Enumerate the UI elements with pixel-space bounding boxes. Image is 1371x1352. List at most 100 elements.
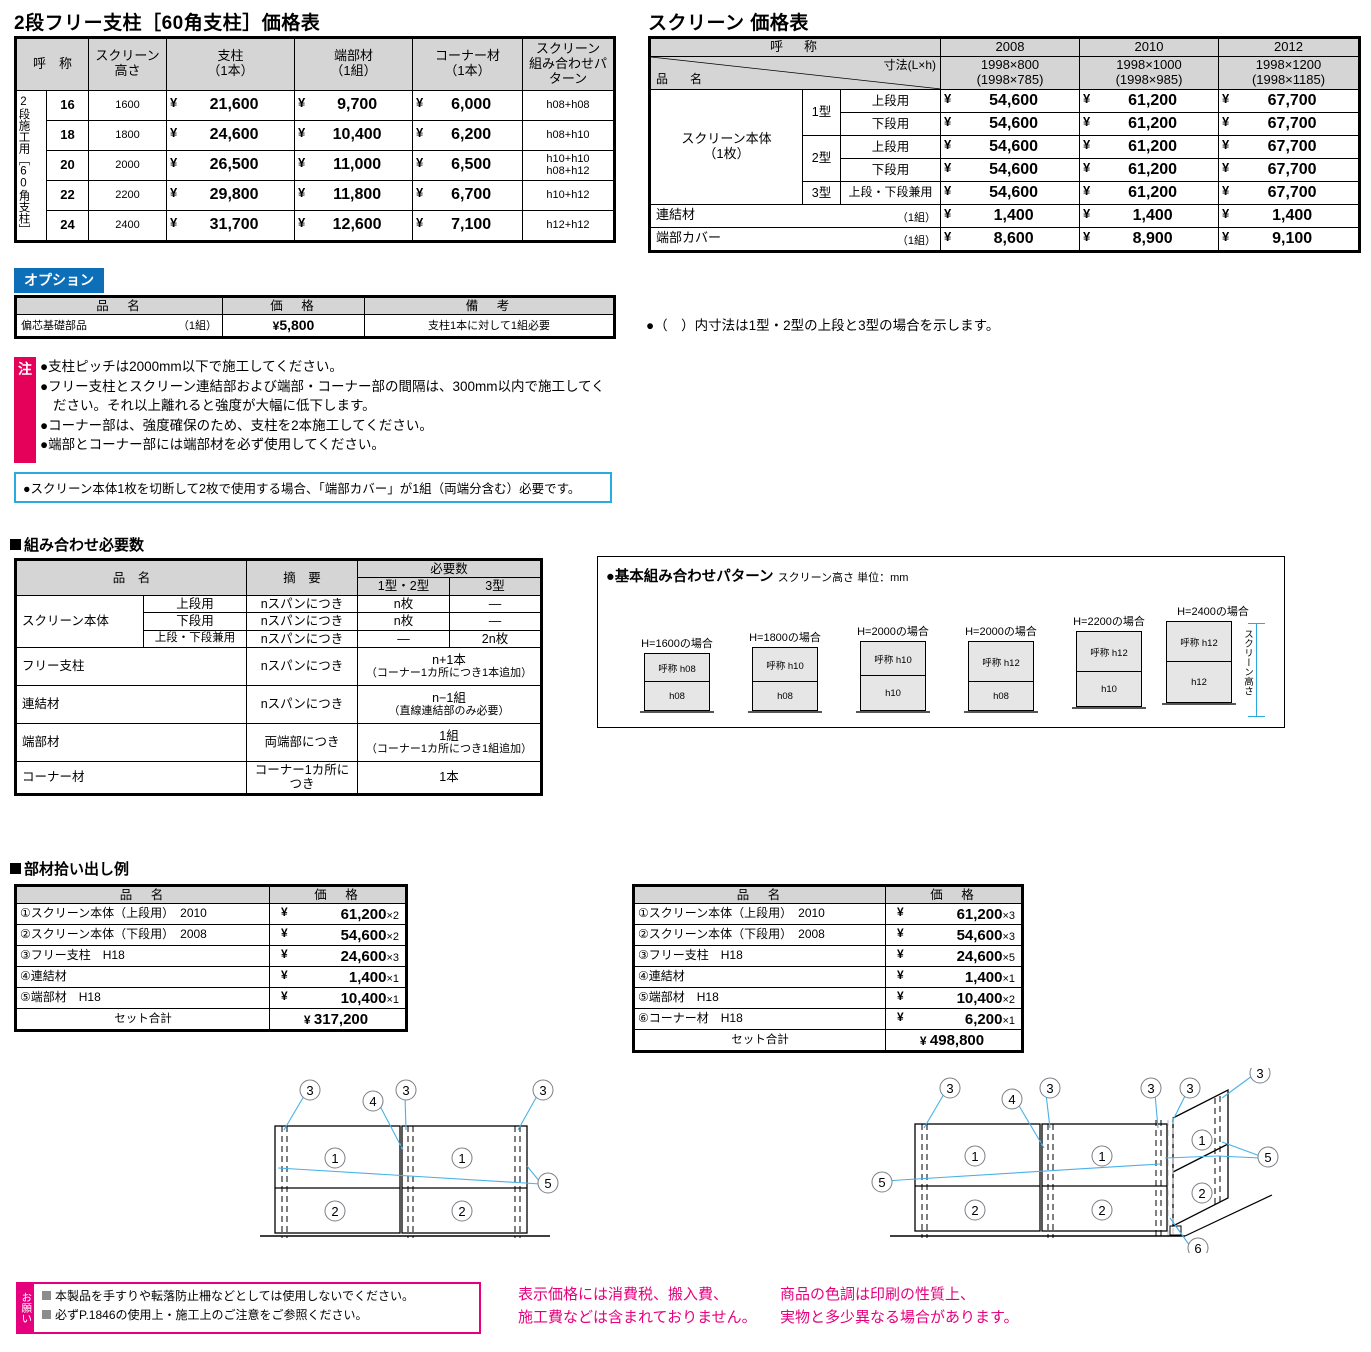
cell-price-2012: ¥1,400 (1218, 203, 1359, 228)
th-screen-height: スクリーン 高さ (88, 38, 167, 91)
cell-end-price: ¥9,700 (294, 89, 413, 121)
cell-sub: 上段用 (143, 594, 247, 614)
th-dimension-label: 寸法(L×h) (883, 57, 936, 72)
cell-height: 1800 (88, 119, 167, 151)
cell-part-price: ¥10,400×2 (885, 987, 1022, 1010)
pattern-base (1162, 703, 1236, 705)
th-parts-name: 品 名 (16, 885, 270, 905)
cell-part-name: ③フリー支柱 H18 (16, 945, 270, 968)
cell-price-2012: ¥67,700 (1218, 111, 1359, 136)
option-badge: オプション (14, 268, 104, 293)
note-label: 注 (14, 357, 36, 463)
dim-label: スクリーン高さ (1242, 629, 1253, 696)
pattern-caption: H=2400の場合 (1177, 606, 1249, 618)
pattern-base (1072, 707, 1146, 709)
th-combo-qty: 必要数 (357, 559, 541, 579)
cell-qty-3: — (449, 594, 541, 614)
cell-post-price: ¥31,700 (166, 209, 295, 241)
svg-text:3: 3 (539, 1083, 546, 1098)
table-header-row-2: 寸法(L×h) 品 名 1998×800 (1998×785) 1998×100… (650, 55, 1359, 90)
cell-height: 2400 (88, 209, 167, 241)
pattern-item-2: H=1800の場合 呼称 h10 h08 (726, 629, 844, 713)
pattern-top-label: 呼称 h10 (753, 648, 817, 682)
pattern-caption: H=1800の場合 (749, 632, 821, 644)
th-combo-qty-type12: 1型・2型 (357, 577, 450, 596)
cell-option-price: ¥5,800 (222, 314, 365, 338)
svg-text:5: 5 (1264, 1150, 1271, 1165)
bullet-square-icon (10, 539, 21, 550)
cell-summary: nスパンにつき (246, 612, 358, 631)
onegai-label: お願い (18, 1284, 34, 1332)
table-row: ⑤端部材 H18 ¥10,400×1 (16, 987, 406, 1010)
cell-summary: 両端部につき (246, 722, 358, 762)
table1-title: 2段フリー支柱［60角支柱］価格表 (14, 13, 321, 34)
cell-part-price: ¥1,400×1 (269, 966, 406, 989)
svg-text:2: 2 (458, 1204, 465, 1219)
cell-price-2012: ¥67,700 (1218, 157, 1359, 182)
cell-qty-both: 1本 (357, 760, 541, 794)
tax-note: 表示価格には消費税、搬入費、 施工費などは含まれておりません。 (518, 1286, 757, 1326)
pattern-bottom-label: h08 (777, 690, 793, 702)
cell-part-name: ④連結材 (634, 966, 886, 989)
cell-height: 1600 (88, 89, 167, 121)
cell-corner-price: ¥6,200 (412, 119, 523, 151)
cell-price-2010: ¥61,200 (1079, 88, 1219, 113)
cell-qty-both: n−1組 （直線連結部のみ必要） (357, 684, 541, 724)
cell-end-price: ¥11,000 (294, 149, 413, 181)
th-parts-price: 価 格 (885, 885, 1022, 905)
svg-text:3: 3 (1046, 1081, 1053, 1096)
svg-text:2: 2 (331, 1204, 338, 1219)
cell-sub: 下段用 (143, 612, 247, 631)
notes-block: 注 ●支柱ピッチは2000mm以下で施工してください。 ●フリー支柱とスクリーン… (14, 357, 614, 463)
table-header-row: 呼 称 2008 2010 2012 (650, 38, 1359, 57)
cell-price-2008: ¥1,400 (940, 203, 1080, 228)
table-row: フリー支柱 nスパンにつき n+1本 （コーナー1カ所につき1本追加） (16, 646, 541, 686)
th-dim-2010: 1998×1000 (1998×985) (1079, 55, 1219, 90)
note-item: ●フリー支柱とスクリーン連結部および端部・コーナー部の間隔は、300mm以内で施… (40, 378, 605, 414)
table-row-total: セット合計 ¥ 498,800 (634, 1029, 1022, 1052)
table-row: 上段・下段兼用 nスパンにつき — 2n枚 (17, 629, 541, 648)
pattern-base (856, 711, 930, 713)
cell-post-price: ¥26,500 (166, 149, 295, 181)
svg-text:4: 4 (1008, 1092, 1015, 1107)
cell-name: 16 (46, 89, 89, 121)
th-parts-name: 品 名 (634, 885, 886, 905)
table-header-row: 品 名 価 格 (634, 885, 1022, 905)
cell-total-label: セット合計 (634, 1029, 886, 1052)
cell-price-2012: ¥9,100 (1218, 226, 1359, 251)
combo-table-wrapper: 品 名 摘 要 必要数 1型・2型 3型 スクリーン本体 上段用 nスパンにつき… (14, 558, 543, 796)
table-row: 連結材 （1組） ¥1,400 ¥1,400 ¥1,400 (650, 203, 1359, 228)
cell-price-2012: ¥67,700 (1218, 180, 1359, 205)
bullet-square-icon (10, 863, 21, 874)
table-row: 偏芯基礎部品 （1組） ¥5,800 支柱1本に対して1組必要 (16, 314, 614, 338)
note-item: ●端部とコーナー部には端部材を必ず使用してください。 (40, 437, 385, 453)
svg-text:3: 3 (1256, 1068, 1263, 1081)
color-note: 商品の色調は印刷の性質上、 実物と多少異なる場合があります。 (780, 1286, 1019, 1326)
th-option-note: 備 考 (364, 296, 614, 316)
th-parts-price: 価 格 (269, 885, 406, 905)
drawing-left-svg: 3 3 3 4 1 1 2 2 5 (260, 1079, 559, 1238)
th-pattern: スクリーン 組み合わせパターン (522, 38, 614, 91)
th-option-name: 品 名 (16, 296, 223, 316)
pattern-top-label: 呼称 h08 (645, 654, 709, 682)
th-option-price: 価 格 (222, 296, 365, 316)
cell-post-price: ¥21,600 (166, 89, 295, 121)
table-row: ③フリー支柱 H18 ¥24,600×3 (16, 945, 406, 968)
cell-summary: nスパンにつき (246, 684, 358, 724)
pattern-panel: ●基本組み合わせパターン スクリーン高さ 単位：mm H=1600の場合 呼称 … (597, 556, 1285, 728)
svg-text:1: 1 (1098, 1149, 1105, 1164)
pattern-item-3: H=2000の場合 呼称 h10 h10 (834, 623, 952, 713)
cell-summary: nスパンにつき (246, 646, 358, 686)
svg-text:5: 5 (544, 1176, 551, 1191)
parts-title: 部材拾い出し例 (10, 858, 129, 879)
pattern-caption: H=2000の場合 (857, 626, 929, 638)
cell-option-name: 偏芯基礎部品 （1組） (16, 314, 223, 338)
table-row: ④連結材 ¥1,400×1 (634, 966, 1022, 989)
pattern-caption: H=1600の場合 (641, 638, 713, 650)
row-group-label: 2段施工用［60角支柱］ (16, 89, 47, 241)
cell-corner-price: ¥7,100 (412, 209, 523, 241)
table-row-total: セット合計 ¥ 317,200 (16, 1008, 406, 1031)
pattern-base (964, 711, 1038, 713)
table2-title: スクリーン 価格表 (648, 13, 809, 34)
th-corner-material: コーナー材 （1本） (412, 38, 523, 91)
